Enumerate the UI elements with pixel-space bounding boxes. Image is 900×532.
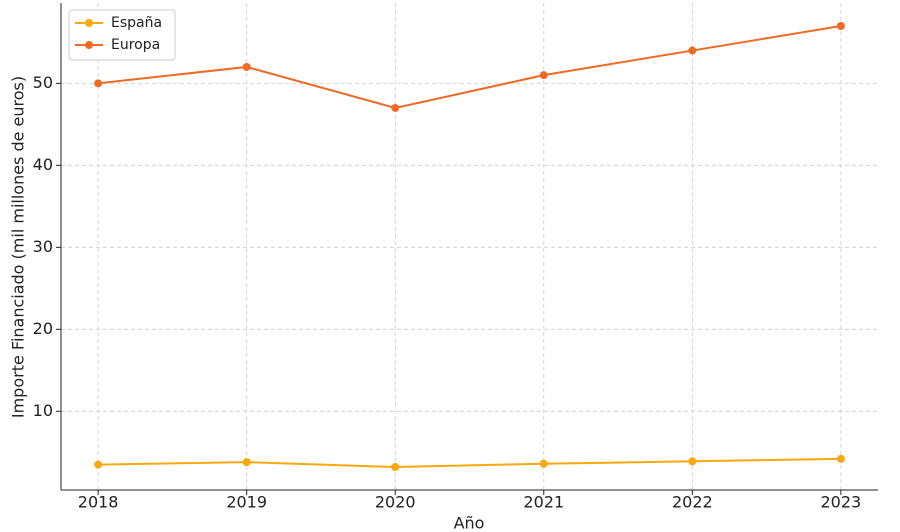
y-tick-label: 10 xyxy=(33,401,53,420)
y-axis-label: Importe Financiado (mil millones de euro… xyxy=(9,76,28,418)
point xyxy=(688,457,697,466)
x-tick-label: 2022 xyxy=(672,493,713,512)
point xyxy=(94,460,103,469)
y-tick-label: 50 xyxy=(33,73,53,92)
point xyxy=(836,454,845,463)
point xyxy=(242,62,251,71)
x-tick-label: 2021 xyxy=(523,493,564,512)
x-tick-label: 2018 xyxy=(78,493,119,512)
point xyxy=(242,458,251,467)
y-tick-label: 30 xyxy=(33,237,53,256)
legend-marker xyxy=(85,41,93,49)
point xyxy=(836,21,845,30)
series-line xyxy=(98,24,842,109)
legend-label: Europa xyxy=(111,37,160,53)
legend: España Europa xyxy=(68,9,176,61)
y-tick-label: 40 xyxy=(33,155,53,174)
point xyxy=(539,459,548,468)
series-line xyxy=(98,457,841,469)
x-tick-label: 2023 xyxy=(821,493,862,512)
legend-label: España xyxy=(111,15,162,31)
x-tick-label: 2020 xyxy=(375,493,416,512)
x-tick-label: 2019 xyxy=(226,493,267,512)
point xyxy=(94,79,103,88)
y-tick-label: 20 xyxy=(33,319,53,338)
point xyxy=(539,71,548,80)
x-axis-label: Año xyxy=(454,514,485,532)
legend-marker xyxy=(85,19,93,27)
point xyxy=(391,463,400,472)
point xyxy=(688,46,697,55)
point xyxy=(391,103,400,112)
